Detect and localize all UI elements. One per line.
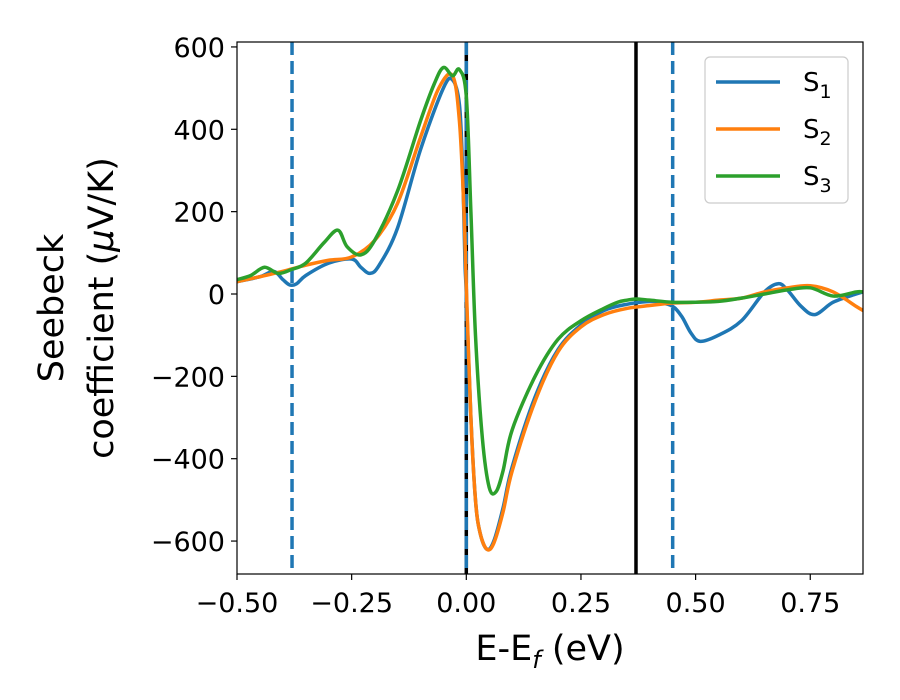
- y-axis-title-line1: Seebeck: [32, 233, 72, 382]
- y-axis-title: Seebeck coefficient (μV/K): [32, 157, 122, 459]
- series-line-s3: [237, 65, 863, 496]
- x-tick-label: −0.50: [196, 588, 279, 619]
- x-axis-title: E-Ef (eV): [475, 629, 624, 674]
- x-tick-label: −0.25: [310, 588, 393, 619]
- y-tick-label: −400: [151, 445, 225, 476]
- x-tick-label: 0.75: [780, 588, 840, 619]
- legend-label-s1: S1: [803, 68, 832, 103]
- series-lines: [237, 65, 863, 552]
- y-tick-label: 600: [173, 33, 225, 64]
- legend-label-s3: S3: [803, 162, 832, 197]
- legend-label-s2: S2: [803, 115, 832, 150]
- y-axis-ticks: 600 400 200 0 −200 −400 −600: [151, 33, 237, 558]
- y-tick-label: 0: [208, 280, 225, 311]
- x-axis-title-unit: (eV): [541, 629, 625, 669]
- axes-frame: [236, 41, 864, 575]
- y-tick-label: 200: [173, 198, 225, 229]
- x-axis-ticks: −0.50 −0.25 0.00 0.25 0.50 0.75: [196, 574, 840, 619]
- x-tick-label: 0.50: [666, 588, 726, 619]
- y-tick-label: −200: [151, 362, 225, 393]
- legend: S1 S2 S3: [704, 56, 849, 204]
- y-tick-label: −600: [151, 527, 225, 558]
- y-axis-title-line2: coefficient (μV/K): [82, 157, 122, 459]
- y-tick-label: 400: [173, 115, 225, 146]
- x-tick-label: 0.25: [551, 588, 611, 619]
- x-axis-title-main: E-E: [475, 629, 532, 669]
- x-tick-label: 0.00: [436, 588, 496, 619]
